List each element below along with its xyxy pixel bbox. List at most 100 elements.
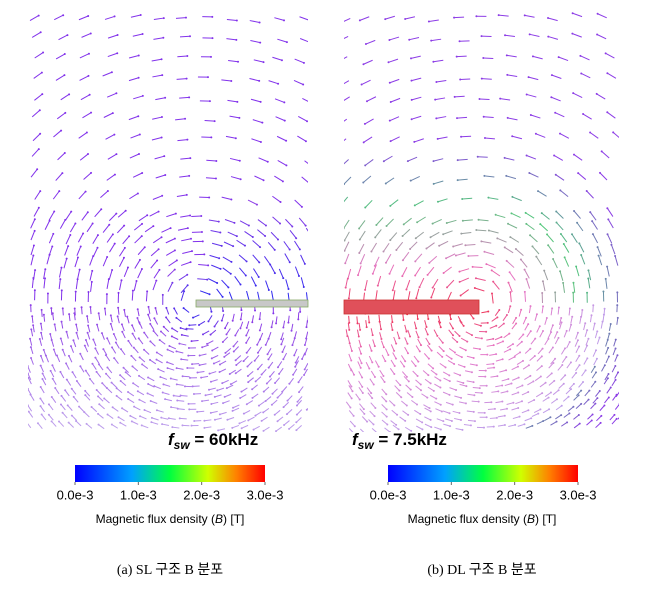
field-arrow (233, 405, 239, 408)
arrow-head (118, 416, 120, 418)
field-arrow (573, 283, 574, 293)
field-arrow (31, 169, 37, 177)
arrow-head (139, 356, 141, 358)
field-arrow (297, 136, 306, 141)
arrow-head (576, 222, 578, 224)
arrow-head (407, 352, 409, 354)
arrow-head (601, 150, 603, 152)
arrow-head (79, 353, 81, 355)
arrow-head (267, 358, 269, 360)
field-arrow (210, 255, 220, 258)
arrow-head (525, 317, 527, 319)
arrow-head (494, 408, 496, 410)
arrow-head (246, 260, 248, 262)
arrow-head (530, 305, 532, 307)
field-arrow (397, 332, 399, 339)
field-arrow (436, 81, 446, 82)
field-arrow (179, 344, 186, 345)
field-arrow (360, 429, 365, 434)
arrow-head (283, 19, 285, 21)
field-arrow (537, 326, 540, 332)
arrow-head (209, 373, 211, 375)
field-arrow (69, 314, 70, 321)
arrow-head (514, 356, 516, 358)
arrow-head (121, 407, 123, 409)
arrow-head (499, 98, 501, 100)
field-arrow (517, 342, 522, 347)
arrow-head (384, 360, 386, 362)
arrow-head (87, 211, 89, 213)
field-arrow (408, 330, 410, 337)
arrow-head (496, 417, 498, 419)
arrow-head (103, 397, 105, 399)
field-arrow (41, 366, 44, 372)
field-arrow (349, 316, 350, 323)
field-arrow (62, 322, 63, 329)
field-arrow (345, 254, 349, 263)
arrow-head (224, 396, 226, 398)
arrow-head (262, 430, 264, 432)
arrow-head (188, 175, 190, 177)
field-arrow (481, 311, 488, 312)
arrow-head (129, 415, 131, 417)
arrow-head (282, 277, 284, 279)
field-arrow (150, 212, 159, 217)
arrow-head (550, 331, 552, 333)
arrow-head (70, 211, 72, 213)
arrow-head (27, 365, 29, 367)
arrow-head (66, 331, 68, 333)
arrow-head (454, 96, 456, 98)
field-arrow (359, 357, 362, 363)
field-arrow (378, 276, 381, 286)
arrow-head (613, 414, 615, 416)
field-arrow (72, 416, 77, 421)
field-arrow (274, 176, 283, 181)
arrow-head (371, 361, 373, 363)
arrow-head (98, 424, 100, 426)
field-arrow (408, 291, 410, 301)
field-arrow (339, 36, 348, 40)
field-arrow (496, 359, 503, 361)
field-arrow (151, 249, 158, 256)
field-arrow (472, 401, 479, 402)
arrow-head (573, 383, 575, 385)
arrow-head (582, 113, 584, 115)
arrow-head (542, 330, 544, 332)
arrow-head (606, 72, 608, 74)
arrow-head (132, 333, 134, 335)
arrow-head (493, 344, 495, 346)
arrow-head (542, 348, 544, 350)
field-arrow (34, 94, 42, 100)
field-arrow (259, 402, 265, 406)
field-arrow (569, 308, 570, 315)
arrow-head (38, 207, 40, 209)
arrow-head (512, 402, 514, 404)
arrow-head (96, 389, 98, 391)
field-arrow (97, 390, 102, 395)
arrow-head (187, 227, 189, 229)
arrow-head (120, 348, 122, 350)
arrow-head (477, 156, 479, 158)
arrow-head (597, 246, 599, 248)
field-arrow (272, 196, 280, 202)
field-arrow (254, 60, 264, 62)
arrow-head (402, 319, 404, 321)
field-arrow (87, 224, 93, 232)
field-arrow (270, 264, 275, 273)
arrow-head (206, 279, 208, 281)
arrow-head (543, 270, 545, 272)
field-arrow (299, 376, 303, 382)
arrow-head (458, 271, 460, 273)
arrow-head (203, 420, 205, 422)
arrow-head (32, 277, 34, 279)
field-arrow (88, 333, 90, 340)
field-arrow (269, 332, 271, 339)
arrow-head (188, 324, 190, 326)
arrow-head (550, 96, 552, 98)
field-arrow (393, 352, 396, 358)
field-arrow (525, 15, 535, 17)
arrow-head (586, 292, 588, 294)
field-arrow (116, 342, 119, 348)
field-arrow (572, 34, 581, 38)
arrow-head (226, 419, 228, 421)
